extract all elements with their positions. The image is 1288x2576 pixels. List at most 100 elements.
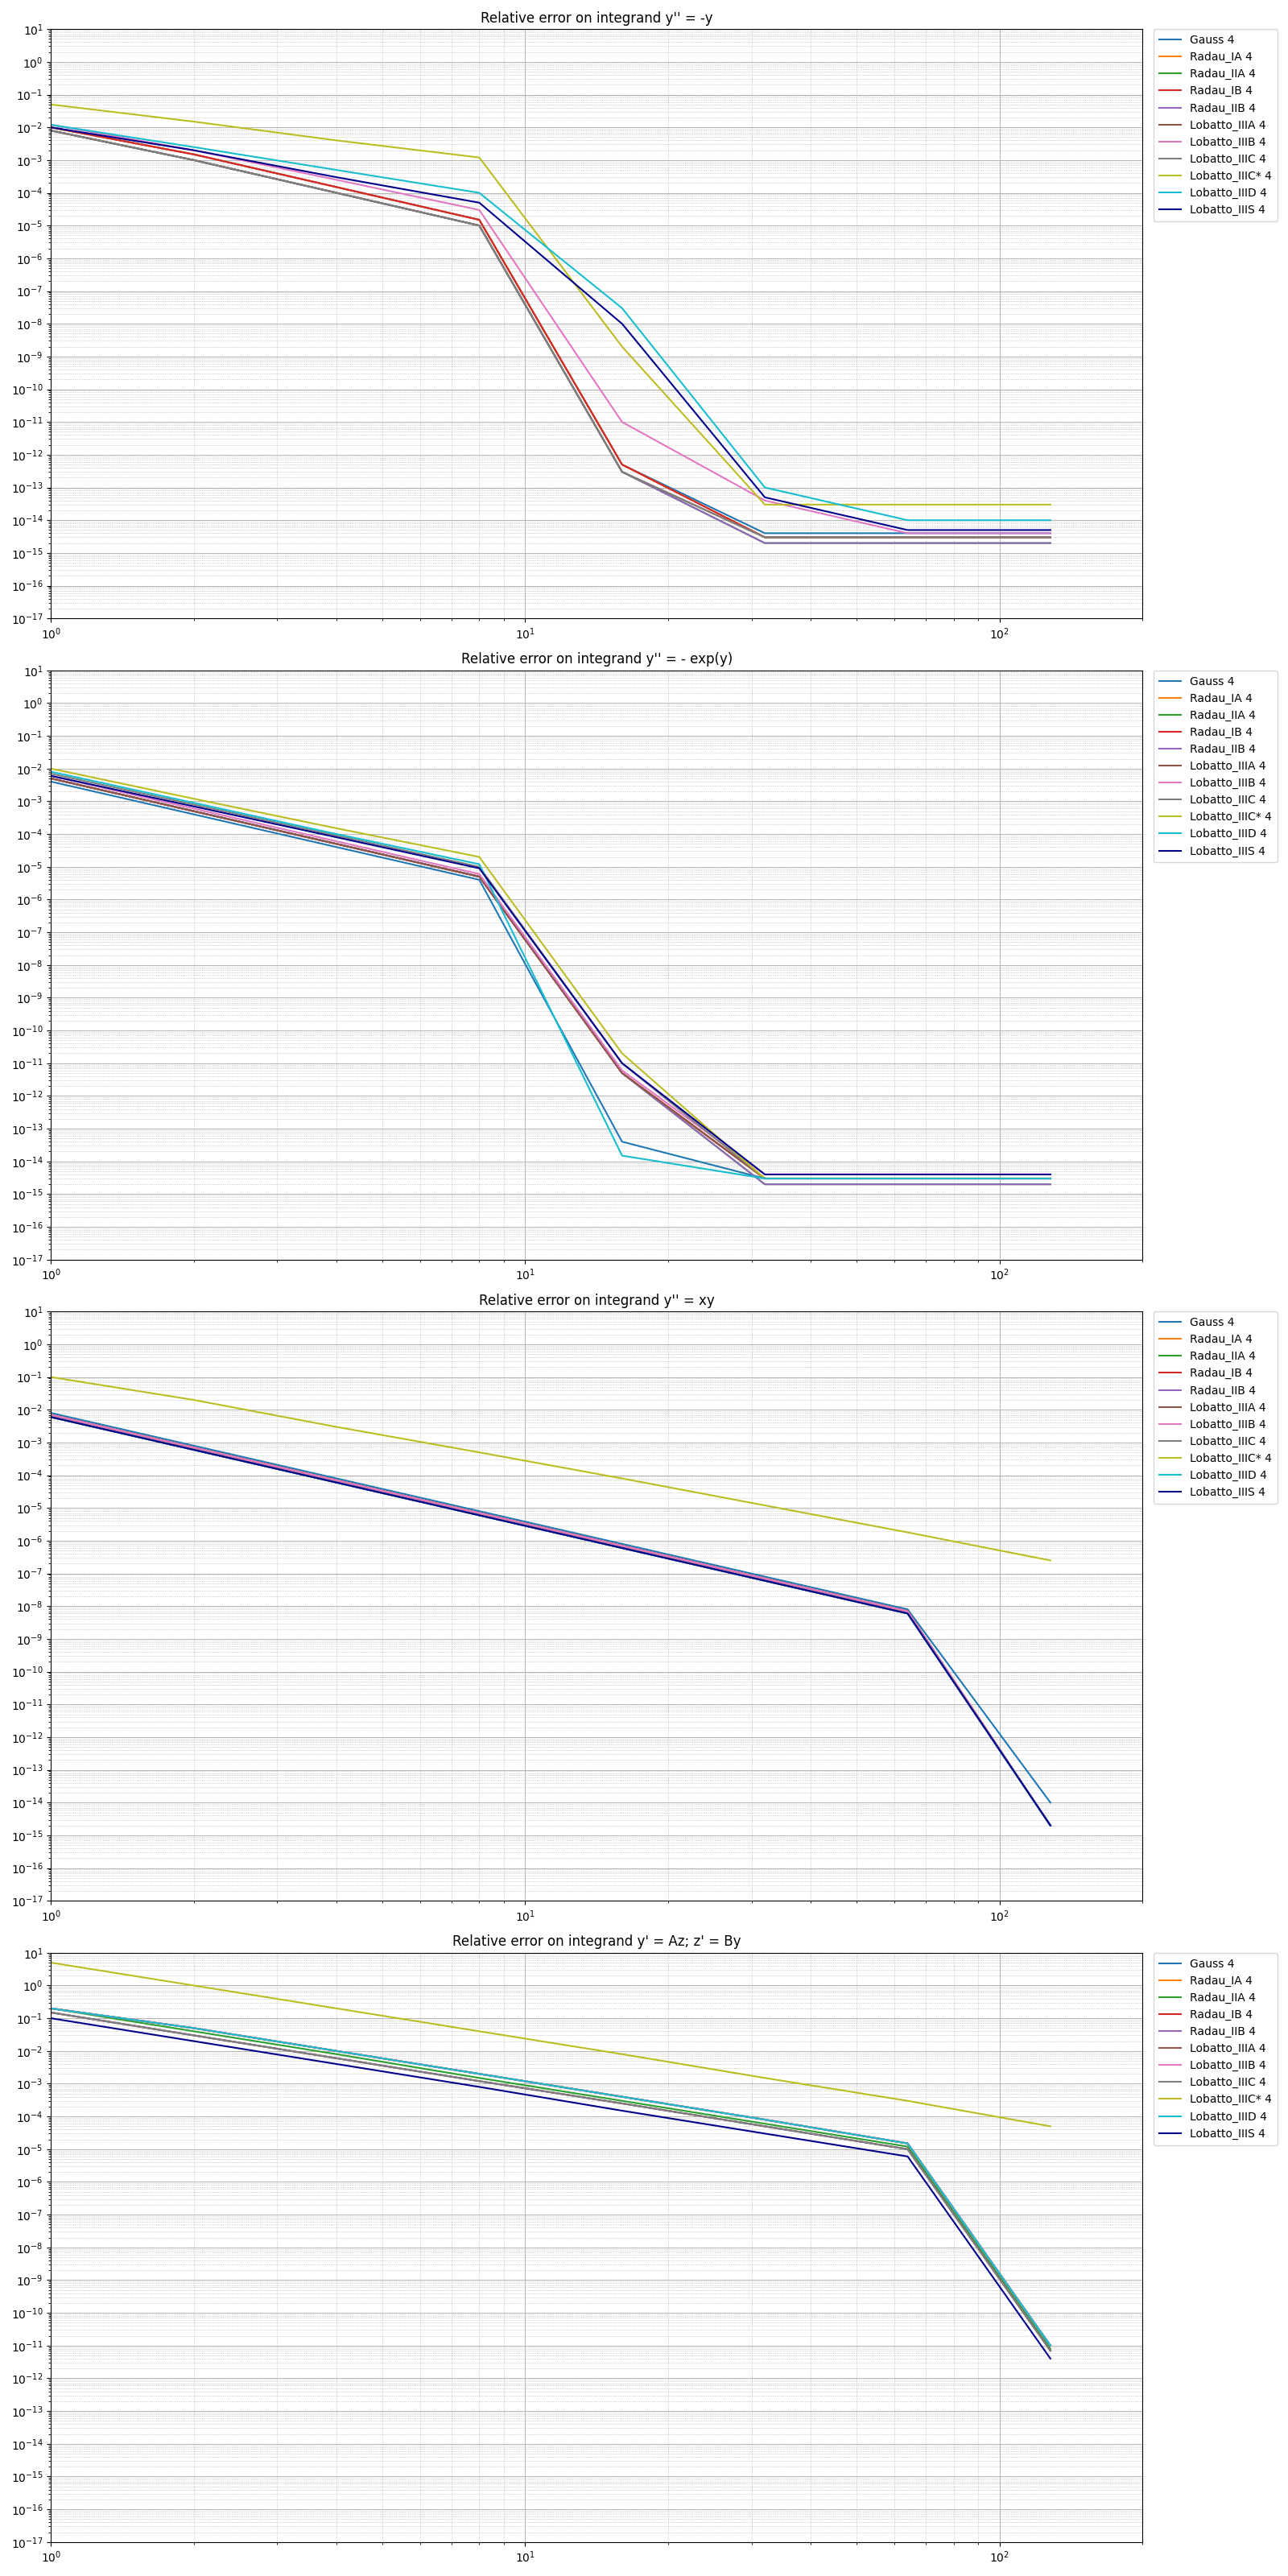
Lobatto_IIIS 4 — [44, 2002, 59, 2032]
Radau_IA 4 — [1043, 523, 1059, 554]
Lobatto_IIIC* 4 — [471, 842, 487, 873]
Lobatto_IIIC* 4 — [44, 90, 59, 121]
Line: Radau_IIB 4: Radau_IIB 4 — [52, 131, 1051, 544]
Lobatto_IIIC 4 — [44, 757, 59, 788]
Radau_IA 4 — [328, 173, 344, 204]
Line: Lobatto_IIIB 4: Lobatto_IIIB 4 — [52, 124, 1051, 533]
Lobatto_IIID 4 — [44, 1401, 59, 1432]
Lobatto_IIIC 4 — [614, 456, 630, 487]
Lobatto_IIIC* 4 — [328, 814, 344, 845]
Lobatto_IIIA 4 — [614, 1533, 630, 1564]
Radau_IA 4 — [471, 1497, 487, 1528]
Lobatto_IIIA 4 — [614, 2089, 630, 2120]
Radau_IIA 4 — [44, 1401, 59, 1432]
Lobatto_IIIC 4 — [44, 116, 59, 147]
Radau_IIA 4 — [1043, 2334, 1059, 2365]
Line: Radau_IIA 4: Radau_IIA 4 — [52, 778, 1051, 1185]
Radau_IA 4 — [328, 829, 344, 860]
Radau_IIA 4 — [185, 2017, 201, 2048]
Lobatto_IIIC* 4 — [1043, 1162, 1059, 1193]
Radau_IB 4 — [471, 1497, 487, 1528]
Gauss 4 — [1043, 1162, 1059, 1193]
Line: Lobatto_IIID 4: Lobatto_IIID 4 — [52, 773, 1051, 1177]
Radau_IB 4 — [900, 1162, 916, 1193]
Radau_IIA 4 — [328, 178, 344, 209]
Radau_IIB 4 — [185, 796, 201, 827]
Line: Radau_IB 4: Radau_IB 4 — [52, 2009, 1051, 2347]
Lobatto_IIIC* 4 — [757, 1162, 773, 1193]
Lobatto_IIIS 4 — [1043, 1811, 1059, 1842]
Lobatto_IIIC 4 — [900, 2133, 916, 2164]
Line: Lobatto_IIIA 4: Lobatto_IIIA 4 — [52, 778, 1051, 1177]
Radau_IB 4 — [44, 762, 59, 793]
Radau_IIA 4 — [614, 1533, 630, 1564]
Lobatto_IIIA 4 — [328, 2043, 344, 2074]
Line: Lobatto_IIIC 4: Lobatto_IIIC 4 — [52, 1417, 1051, 1826]
Gauss 4 — [471, 2058, 487, 2089]
Lobatto_IIIB 4 — [185, 134, 201, 165]
Lobatto_IIID 4 — [900, 1597, 916, 1628]
Lobatto_IIIS 4 — [185, 1435, 201, 1466]
Lobatto_IIIS 4 — [471, 188, 487, 219]
Radau_IB 4 — [757, 2105, 773, 2136]
Lobatto_IIIS 4 — [614, 2094, 630, 2125]
Lobatto_IIIS 4 — [471, 2071, 487, 2102]
Lobatto_IIIB 4 — [185, 2012, 201, 2043]
Radau_IIA 4 — [471, 1499, 487, 1530]
Legend: Gauss 4, Radau_IA 4, Radau_IIA 4, Radau_IB 4, Radau_IIB 4, Lobatto_IIIA 4, Lobat: Gauss 4, Radau_IA 4, Radau_IIA 4, Radau_… — [1153, 1953, 1278, 2146]
Radau_IB 4 — [614, 1530, 630, 1561]
Lobatto_IIID 4 — [1043, 1162, 1059, 1193]
Legend: Gauss 4, Radau_IA 4, Radau_IIA 4, Radau_IB 4, Radau_IIB 4, Lobatto_IIIA 4, Lobat: Gauss 4, Radau_IA 4, Radau_IIA 4, Radau_… — [1153, 670, 1278, 863]
Lobatto_IIIC* 4 — [900, 2087, 916, 2117]
Line: Lobatto_IIIC 4: Lobatto_IIIC 4 — [52, 773, 1051, 1177]
Lobatto_IIIB 4 — [471, 196, 487, 227]
Radau_IIA 4 — [328, 1468, 344, 1499]
Lobatto_IIID 4 — [900, 2128, 916, 2159]
Lobatto_IIIC 4 — [757, 523, 773, 554]
Radau_IIB 4 — [471, 860, 487, 891]
Lobatto_IIIB 4 — [757, 1564, 773, 1595]
Radau_IIB 4 — [1043, 2336, 1059, 2367]
Radau_IIA 4 — [1043, 528, 1059, 559]
Radau_IIA 4 — [757, 1170, 773, 1200]
Lobatto_IIIC 4 — [44, 1996, 59, 2027]
Lobatto_IIIB 4 — [44, 1994, 59, 2025]
Lobatto_IIID 4 — [1043, 1811, 1059, 1842]
Lobatto_IIIA 4 — [44, 1401, 59, 1432]
Line: Radau_IA 4: Radau_IA 4 — [52, 2009, 1051, 2347]
Line: Lobatto_IIIB 4: Lobatto_IIIB 4 — [52, 1414, 1051, 1826]
Lobatto_IIIC* 4 — [757, 489, 773, 520]
Title: Relative error on integrand y' = Az; z' = By: Relative error on integrand y' = Az; z' … — [452, 1935, 741, 1950]
Radau_IA 4 — [185, 1432, 201, 1463]
Lobatto_IIIS 4 — [900, 1159, 916, 1190]
Lobatto_IIIC* 4 — [471, 142, 487, 173]
Lobatto_IIIB 4 — [328, 165, 344, 196]
Radau_IB 4 — [900, 2128, 916, 2159]
Lobatto_IIIB 4 — [471, 2058, 487, 2089]
Radau_IIA 4 — [471, 860, 487, 891]
Lobatto_IIIC* 4 — [44, 752, 59, 783]
Radau_IA 4 — [44, 1994, 59, 2025]
Lobatto_IIIA 4 — [44, 762, 59, 793]
Gauss 4 — [471, 1497, 487, 1528]
Lobatto_IIIA 4 — [185, 2020, 201, 2050]
Lobatto_IIIS 4 — [328, 2048, 344, 2079]
Gauss 4 — [185, 799, 201, 829]
Title: Relative error on integrand y'' = xy: Relative error on integrand y'' = xy — [479, 1293, 715, 1309]
Radau_IIB 4 — [1043, 1811, 1059, 1842]
Lobatto_IIIC* 4 — [614, 332, 630, 363]
Radau_IA 4 — [614, 1530, 630, 1561]
Lobatto_IIIC* 4 — [44, 1363, 59, 1394]
Radau_IIB 4 — [757, 2110, 773, 2141]
Lobatto_IIID 4 — [614, 1533, 630, 1564]
Radau_IA 4 — [471, 204, 487, 234]
Lobatto_IIIC 4 — [185, 2020, 201, 2050]
Radau_IB 4 — [328, 829, 344, 860]
Radau_IB 4 — [471, 860, 487, 891]
Radau_IA 4 — [1043, 2331, 1059, 2362]
Line: Lobatto_IIIS 4: Lobatto_IIIS 4 — [52, 2017, 1051, 2360]
Line: Radau_IIB 4: Radau_IIB 4 — [52, 1417, 1051, 1826]
Radau_IIA 4 — [757, 2107, 773, 2138]
Lobatto_IIIC* 4 — [614, 1038, 630, 1069]
Gauss 4 — [900, 2128, 916, 2159]
